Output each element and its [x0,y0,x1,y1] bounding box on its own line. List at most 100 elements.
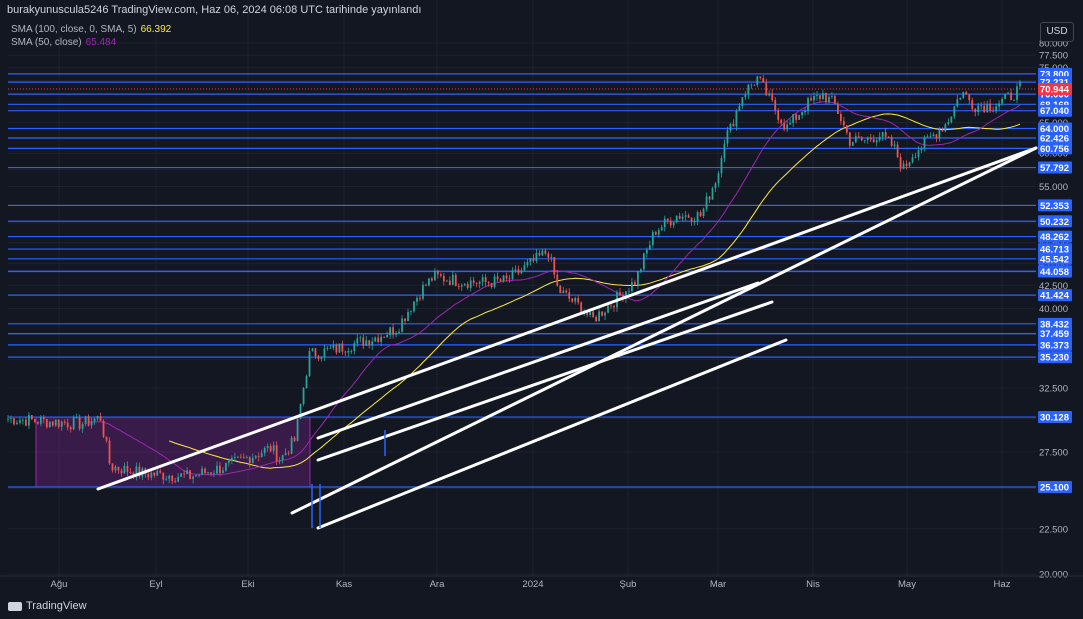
candle [416,297,418,302]
level-price-tag [1038,411,1072,424]
candle [944,124,947,132]
level-price-label: 73.800 [1040,69,1069,80]
tradingview-logo[interactable]: TradingView [8,600,87,612]
candle [45,419,48,428]
indicator-sma100[interactable]: SMA (100, close, 0, SMA, 5) 66.392 [11,24,171,35]
price-axis[interactable]: 80.00077.50075.00072.50070.00067.50065.0… [1038,39,1072,581]
candle [666,218,669,221]
currency-button[interactable]: USD [1040,22,1074,42]
candle [854,136,857,143]
candles [7,74,1021,485]
candle [783,123,786,130]
candle [565,290,568,293]
candle [275,445,278,462]
candle [517,269,520,274]
candle [445,280,448,282]
candle [87,416,90,426]
candle [180,473,183,477]
candle [768,93,771,96]
candle [580,302,583,314]
candle [947,122,950,125]
candle [601,311,603,316]
candle [407,311,409,322]
candle [156,470,159,476]
candle [687,215,690,218]
candle [219,465,221,474]
candle [717,173,720,184]
candle [341,343,344,352]
candle [723,143,726,159]
price-tick-label: 32.500 [1039,384,1068,395]
brand-label: TradingView [26,600,87,612]
price-tick-label: 42.500 [1039,281,1068,292]
trend-line [290,146,1038,515]
candle [96,416,99,419]
candle [908,162,911,166]
candle [1019,82,1021,87]
candle [120,470,123,474]
candle [529,258,532,263]
candle [771,93,774,101]
price-chart[interactable]: 80.00077.50075.00072.50070.00067.50065.0… [0,0,1083,596]
indicator-value: 65.484 [85,37,117,48]
candle [825,93,827,102]
candle [589,311,592,315]
candle [702,208,705,217]
indicator-label: SMA (50, close) [11,37,82,48]
candle [657,230,660,235]
candle [574,297,577,302]
candle [950,116,953,123]
time-axis[interactable]: Ağu Eyl Eki Kas Ara 2024 Şub Mar Nis May Haz [0,575,1083,590]
candle [63,421,66,423]
price-tick-label: 20.000 [1039,570,1068,581]
candle [419,297,421,299]
candle [607,305,609,313]
level-price-tag [1038,327,1072,340]
candle [425,284,427,286]
candle [807,98,809,111]
candle [792,114,795,123]
candle [917,150,920,158]
level-price-label: 52.353 [1040,201,1069,212]
candle [484,277,487,282]
candle [48,421,51,428]
candle [299,404,302,419]
candle [893,144,896,146]
level-price-label: 60.756 [1040,144,1069,155]
candle [10,418,12,419]
candle [201,468,203,475]
candle [753,84,756,86]
level-price-label: 50.232 [1040,217,1069,228]
candle [935,134,938,139]
candle [660,227,663,231]
candle [22,419,24,421]
candle [696,212,699,222]
candle [401,318,403,332]
level-price-tag [1038,243,1072,256]
candle [926,136,929,138]
candle [472,280,475,283]
candle [126,465,129,473]
candle [114,466,117,471]
candle [84,416,87,425]
candle [941,130,944,132]
candle [890,137,893,146]
candle [105,436,108,441]
candle [971,100,974,109]
level-price-tag [1038,161,1072,174]
candle [678,215,681,219]
candle [610,305,612,307]
level-price-tag [1038,230,1072,243]
candle [1013,99,1015,101]
candle [431,278,433,281]
candle [631,282,633,292]
indicator-sma50[interactable]: SMA (50, close) 65.484 [11,37,116,48]
candle [956,99,959,107]
candle [389,327,392,336]
candle [487,281,490,284]
candle [165,478,168,480]
candle [135,466,138,478]
candle [831,96,833,97]
time-tick-label: Mar [710,579,726,590]
candle [305,376,308,389]
